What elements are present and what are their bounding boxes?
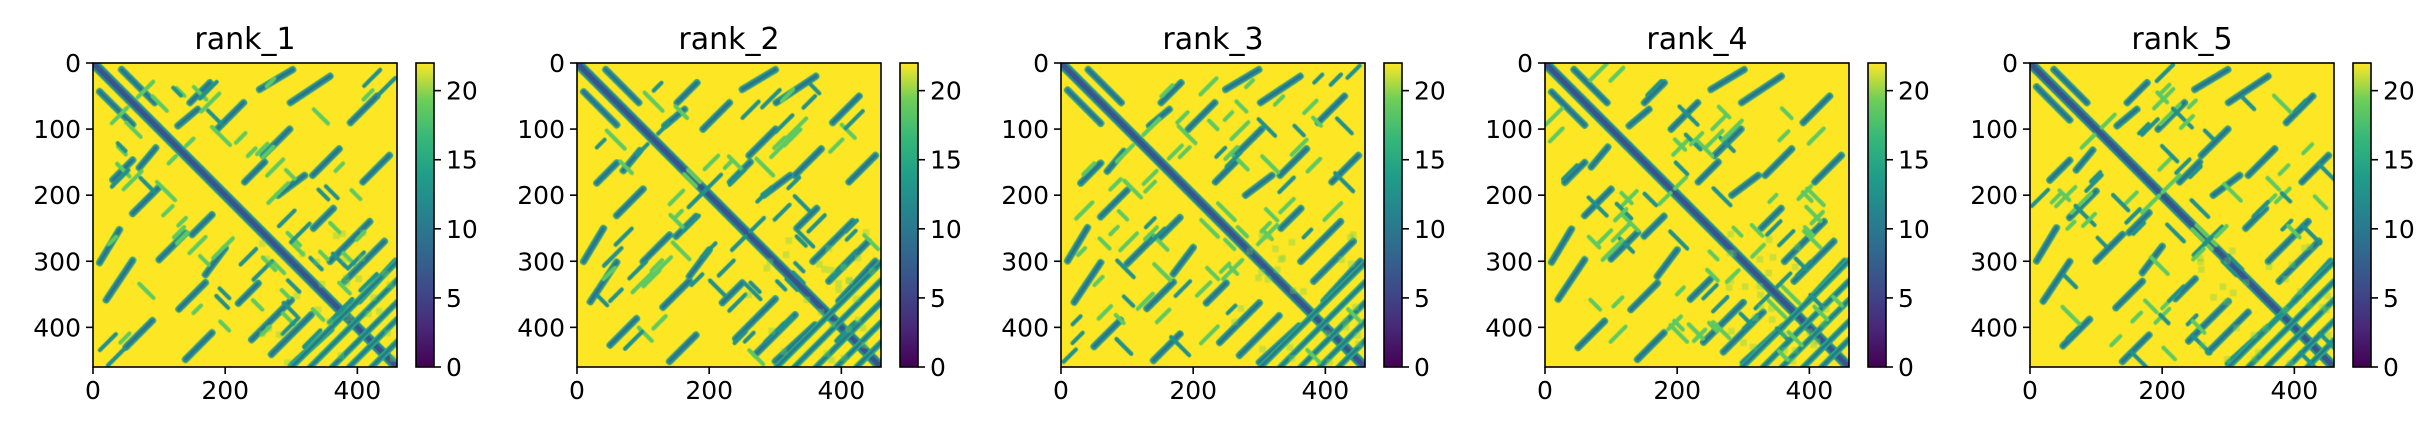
y-tick-label: 100: [1485, 115, 1533, 144]
colorbar-tick-label: 0: [446, 353, 462, 382]
y-tick-label: 0: [549, 49, 565, 78]
y-tick-label: 100: [1970, 115, 2018, 144]
colorbar-tick-label: 15: [446, 146, 478, 175]
panels: rank_10 200 400010020030040005101520rank_2…: [33, 22, 2415, 405]
y-tick-label: 400: [1970, 313, 2018, 342]
heatmap-image: [2030, 63, 2334, 367]
colorbar: [415, 62, 435, 368]
axes-frame: [92, 62, 398, 368]
y-tick-label: 100: [1001, 115, 1049, 144]
panel-title: rank_2: [678, 22, 779, 57]
colorbar-tick-label: 10: [1414, 215, 1446, 244]
panel-1: rank_1 0 200 400 0 100 200 300 400 0 5 10 15 20: [33, 22, 478, 405]
axes-frame: [1544, 62, 1850, 368]
x-tick-label: 200: [685, 376, 733, 405]
colorbar-tick-label: 5: [1414, 284, 1430, 313]
colorbar-tick-label: 15: [2383, 146, 2415, 175]
heatmap-image: [1061, 63, 1365, 367]
x-tick-label: 0: [569, 376, 585, 405]
y-tick-label: 0: [1033, 49, 1049, 78]
panel-title: rank_5: [2131, 22, 2232, 57]
colorbar-tick-label: 20: [1414, 77, 1446, 106]
x-tick-label: 0: [2022, 376, 2038, 405]
y-tick-label: 200: [1001, 181, 1049, 210]
y-tick-label: 300: [1970, 247, 2018, 276]
y-tick-label: 400: [33, 313, 81, 342]
heatmap-image: [1545, 63, 1849, 367]
panel-2: rank_2 0 200 400 0 100 200 300 400 0 5 10 15 20: [517, 22, 962, 405]
y-tick-label: 0: [1517, 49, 1533, 78]
colorbar: [2352, 62, 2372, 368]
y-tick-label: 100: [517, 115, 565, 144]
heatmap-image: [93, 63, 397, 367]
x-tick-label: 200: [2138, 376, 2186, 405]
colorbar-tick-label: 5: [930, 284, 946, 313]
y-tick-label: 200: [1970, 181, 2018, 210]
axes-frame: [1060, 62, 1366, 368]
x-tick-label: 400: [2270, 376, 2318, 405]
colorbar-tick-label: 10: [930, 215, 962, 244]
colorbar-tick-label: 15: [1898, 146, 1930, 175]
colorbar-tick-label: 10: [1898, 215, 1930, 244]
y-tick-label: 200: [33, 181, 81, 210]
x-tick-label: 200: [1169, 376, 1217, 405]
colorbar-tick-label: 15: [930, 146, 962, 175]
x-tick-label: 0: [85, 376, 101, 405]
colorbar-tick-label: 0: [2383, 353, 2399, 382]
colorbar-tick-label: 0: [1414, 353, 1430, 382]
y-tick-label: 200: [517, 181, 565, 210]
colorbar-tick-label: 15: [1414, 146, 1446, 175]
y-tick-label: 200: [1485, 181, 1533, 210]
x-tick-label: 200: [1653, 376, 1701, 405]
colorbar-tick-label: 10: [446, 215, 478, 244]
x-tick-label: 400: [1301, 376, 1349, 405]
y-tick-label: 300: [517, 247, 565, 276]
y-tick-label: 300: [1485, 247, 1533, 276]
x-tick-label: 0: [1053, 376, 1069, 405]
colorbar: [899, 62, 919, 368]
axes-frame: [576, 62, 882, 368]
y-tick-label: 0: [65, 49, 81, 78]
colorbar-tick-label: 5: [1898, 284, 1914, 313]
colorbar-tick-label: 0: [1898, 353, 1914, 382]
x-tick-label: 0: [1537, 376, 1553, 405]
colorbar-tick-label: 20: [446, 77, 478, 106]
x-tick-label: 200: [201, 376, 249, 405]
colorbar-tick-label: 0: [930, 353, 946, 382]
x-tick-label: 400: [817, 376, 865, 405]
y-tick-label: 300: [33, 247, 81, 276]
x-tick-label: 400: [333, 376, 381, 405]
heatmap-image: [577, 63, 881, 367]
y-tick-label: 300: [1001, 247, 1049, 276]
colorbar-tick-label: 20: [1898, 77, 1930, 106]
y-tick-label: 400: [1485, 313, 1533, 342]
colorbar-tick-label: 20: [2383, 77, 2415, 106]
panel-title: rank_4: [1646, 22, 1747, 57]
colorbar: [1867, 62, 1887, 368]
axes-frame: [2029, 62, 2335, 368]
y-tick-label: 400: [517, 313, 565, 342]
y-tick-label: 400: [1001, 313, 1049, 342]
panel-4: rank_4 0 200 400 0 100 200 300 400 0 5 10 15 20: [1485, 22, 1930, 405]
panel-3: rank_3 0 200 400 0 100 200 300 400 0 5 10 15 20: [1001, 22, 1446, 405]
colorbar-tick-label: 10: [2383, 215, 2415, 244]
y-tick-label: 100: [33, 115, 81, 144]
colorbar-tick-label: 5: [446, 284, 462, 313]
panel-5: rank_5 0 200 400 0 100 200 300 400 0 5 10 15 20: [1970, 22, 2415, 405]
x-tick-label: 400: [1785, 376, 1833, 405]
panel-title: rank_3: [1162, 22, 1263, 57]
colorbar: [1383, 62, 1403, 368]
y-tick-label: 0: [2002, 49, 2018, 78]
panel-title: rank_1: [194, 22, 295, 57]
colorbar-tick-label: 5: [2383, 284, 2399, 313]
colorbar-tick-label: 20: [930, 77, 962, 106]
